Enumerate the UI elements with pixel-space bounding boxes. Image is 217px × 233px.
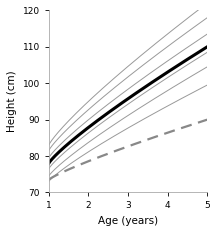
Y-axis label: Height (cm): Height (cm) [7,71,17,132]
X-axis label: Age (years): Age (years) [98,216,158,226]
